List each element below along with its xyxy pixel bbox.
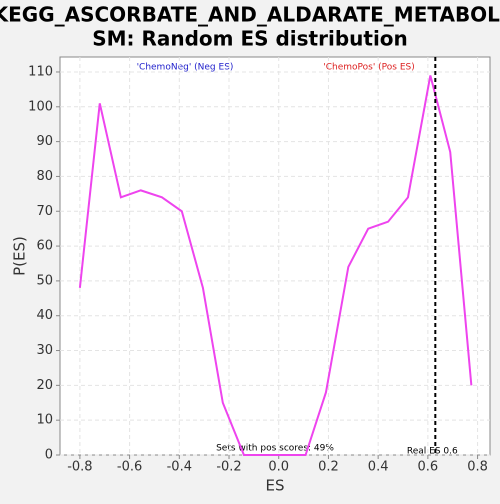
x-tick-label: -0.8 bbox=[67, 460, 92, 475]
y-tick-label: 60 bbox=[36, 239, 53, 254]
real-es-label: Real ES 0.6 bbox=[407, 447, 458, 457]
x-tick-label: 0.2 bbox=[318, 460, 339, 475]
plot-area bbox=[59, 56, 491, 456]
y-tick-label: 20 bbox=[36, 378, 53, 393]
x-tick-label: 0.8 bbox=[467, 460, 488, 475]
pos-note: Sets with pos scores: 49% bbox=[216, 444, 334, 454]
y-tick-label: 30 bbox=[36, 343, 53, 358]
x-tick-label: -0.6 bbox=[117, 460, 142, 475]
chart-title: SM: Random ES distribution bbox=[92, 27, 408, 51]
es-line bbox=[78, 75, 473, 456]
x-axis-label: ES bbox=[266, 477, 285, 495]
y-tick-label: 110 bbox=[28, 64, 53, 79]
x-tick-label: 0.0 bbox=[268, 460, 289, 475]
x-tick-label: 0.4 bbox=[368, 460, 389, 475]
y-tick-label: 70 bbox=[36, 204, 53, 219]
y-tick-label: 10 bbox=[36, 413, 53, 428]
x-tick-label: 0.6 bbox=[418, 460, 439, 475]
y-axis-label: P(ES) bbox=[11, 236, 29, 276]
legend-pos: 'ChemoPos' (Pos ES) bbox=[323, 63, 415, 73]
y-tick-label: 40 bbox=[36, 308, 53, 323]
y-tick-label: 80 bbox=[36, 169, 53, 184]
x-tick-label: -0.2 bbox=[216, 460, 241, 475]
y-tick-label: 90 bbox=[36, 134, 53, 149]
chart-title: KEGG_ASCORBATE_AND_ALDARATE_METABOLI bbox=[0, 3, 500, 27]
x-tick-label: -0.4 bbox=[167, 460, 192, 475]
y-tick-label: 0 bbox=[45, 448, 53, 463]
y-tick-label: 50 bbox=[36, 273, 53, 288]
y-tick-label: 100 bbox=[28, 99, 53, 114]
legend-neg: 'ChemoNeg' (Neg ES) bbox=[137, 63, 234, 73]
